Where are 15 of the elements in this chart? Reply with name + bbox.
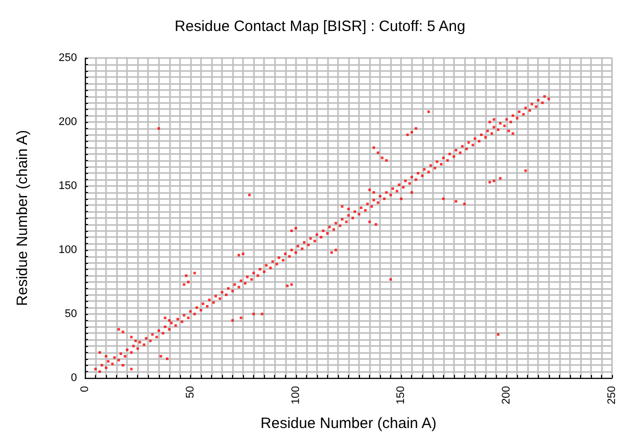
x-tick-label: 100: [290, 386, 302, 404]
x-tick-label: 200: [500, 386, 513, 404]
y-tick-label: 100: [58, 244, 77, 256]
y-tick-label: 50: [64, 308, 77, 320]
y-tick-label: 0: [70, 372, 77, 384]
x-tick-label: 150: [395, 386, 408, 404]
x-tick-label: 0: [79, 386, 91, 392]
y-tick-label: 150: [58, 180, 77, 192]
x-tick-label: 50: [184, 386, 196, 398]
y-tick-label: 250: [58, 52, 77, 64]
y-axis-title: Residue Number (chain A): [14, 130, 31, 306]
x-tick-label: 250: [606, 386, 618, 404]
chart-title: Residue Contact Map [BISR] : Cutoff: 5 Ang: [174, 18, 466, 35]
y-tick-label: 200: [58, 116, 77, 128]
x-axis-title: Residue Number (chain A): [260, 415, 436, 432]
